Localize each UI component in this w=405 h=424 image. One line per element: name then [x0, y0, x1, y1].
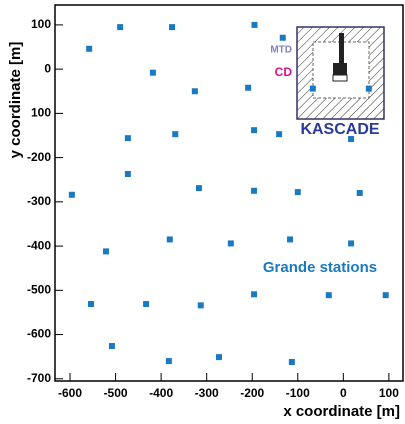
station: [279, 34, 286, 41]
station: [165, 358, 172, 365]
y-tick-label: -700: [27, 371, 51, 385]
y-tick-label: -200: [27, 150, 51, 164]
stations-label: Grande stations: [263, 259, 377, 276]
station: [169, 24, 176, 31]
station: [245, 84, 252, 91]
station: [287, 236, 294, 243]
x-axis-label: x coordinate [m]: [283, 403, 400, 420]
station: [227, 240, 234, 247]
y-tick-label: -500: [27, 282, 51, 296]
station: [356, 190, 363, 196]
y-tick-label: 0: [44, 61, 51, 75]
y-tick-label: 100: [31, 17, 51, 31]
station: [309, 85, 316, 92]
station: [251, 291, 258, 298]
kascade-array: [296, 26, 385, 120]
station: [124, 170, 131, 177]
station: [86, 45, 93, 52]
station: [215, 354, 222, 361]
station: [276, 131, 283, 138]
y-tick-label: -300: [27, 194, 51, 208]
station: [68, 191, 75, 198]
x-tick-label: -200: [240, 386, 264, 400]
station: [191, 88, 198, 95]
station: [87, 301, 94, 308]
station: [195, 185, 202, 192]
station: [325, 292, 332, 299]
station: [348, 240, 355, 247]
y-tick-label: -400: [27, 238, 51, 252]
x-tick-label: -600: [58, 386, 82, 400]
station: [143, 301, 150, 308]
y-tick-label: 100: [31, 106, 51, 120]
x-tick-label: -500: [104, 386, 128, 400]
station: [149, 69, 156, 76]
station: [103, 248, 110, 255]
kascade-label: KASCADE: [300, 121, 379, 138]
station: [288, 358, 295, 365]
station: [251, 187, 258, 194]
station: [365, 85, 372, 92]
station: [166, 236, 173, 243]
cd-label: CD: [275, 65, 293, 79]
x-tick-label: -400: [149, 386, 173, 400]
x-tick-label: -100: [286, 386, 310, 400]
station: [348, 136, 355, 143]
station: [197, 302, 204, 309]
x-tick-label: 100: [379, 386, 399, 400]
station: [382, 292, 389, 299]
station: [251, 127, 258, 134]
mtd-label: MTD: [270, 45, 292, 56]
station: [124, 135, 131, 142]
x-tick-label: 0: [340, 386, 347, 400]
station: [172, 131, 179, 138]
x-tick-label: -300: [195, 386, 219, 400]
station: [108, 343, 115, 350]
station: [251, 21, 258, 28]
station: [117, 24, 124, 31]
y-tick-label: -600: [27, 327, 51, 341]
station: [294, 189, 301, 196]
plot-frame: [54, 4, 404, 382]
y-axis-label: y coordinate [m]: [7, 42, 24, 159]
